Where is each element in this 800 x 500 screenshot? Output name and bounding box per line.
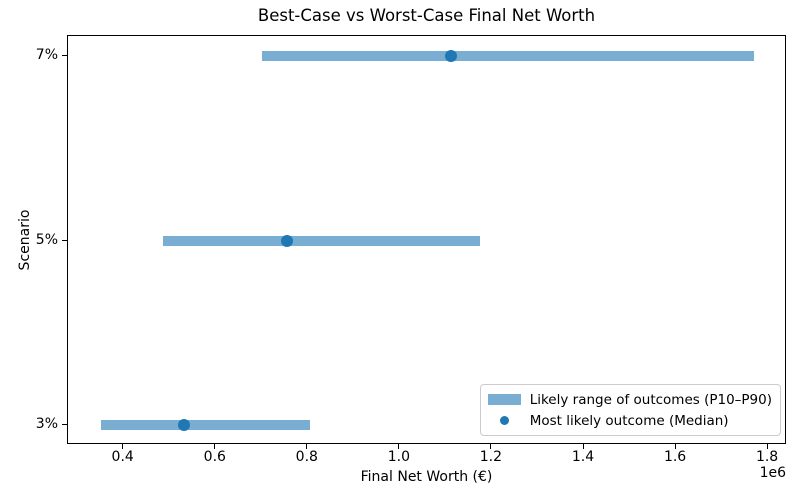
median-dot-5pct bbox=[281, 234, 294, 247]
x-tick-label-1-4: 1.4 bbox=[571, 449, 595, 465]
x-tick-label-1-2: 1.2 bbox=[479, 449, 503, 465]
x-tick-0-4 bbox=[122, 444, 124, 449]
x-tick-label-0-8: 0.8 bbox=[295, 449, 318, 465]
x-tick-label-1-0: 1.0 bbox=[387, 449, 411, 465]
range-bar-7pct bbox=[261, 51, 755, 61]
y-tick-3pct bbox=[62, 424, 67, 425]
y-tick-label-3pct: 3% bbox=[35, 416, 58, 432]
y-tick-label-5pct: 5% bbox=[35, 231, 58, 248]
legend-label-range: Likely range of outcomes (P10–P90) bbox=[529, 391, 772, 408]
x-tick-label-0-4: 0.4 bbox=[111, 449, 134, 465]
y-tick-5pct bbox=[62, 239, 67, 241]
x-tick-label-1-8: 1.8 bbox=[755, 449, 779, 465]
x-tick-label-1-6: 1.6 bbox=[663, 449, 687, 465]
x-tick-1-0 bbox=[398, 444, 400, 449]
y-tick-label-7pct: 7% bbox=[35, 47, 58, 63]
legend-entry-range: Likely range of outcomes (P10–P90) bbox=[487, 390, 772, 409]
x-axis-offset-text: 1e6 bbox=[759, 465, 786, 481]
x-tick-0-8 bbox=[306, 444, 308, 449]
median-dot-3pct bbox=[177, 419, 190, 431]
range-bar-swatch bbox=[487, 394, 521, 405]
x-tick-0-6 bbox=[214, 444, 216, 449]
chart-title: Best-Case vs Worst-Case Final Net Worth bbox=[257, 6, 596, 25]
legend-label-median: Most likely outcome (Median) bbox=[529, 412, 729, 429]
median-dot-swatch bbox=[499, 416, 509, 425]
plot-area: Likely range of outcomes (P10–P90) Most … bbox=[67, 35, 786, 444]
y-tick-7pct bbox=[62, 55, 67, 56]
range-bar-5pct bbox=[162, 235, 481, 246]
x-tick-1-6 bbox=[674, 444, 676, 449]
legend-entry-median: Most likely outcome (Median) bbox=[488, 411, 772, 430]
legend-range-swatch-box bbox=[487, 394, 521, 405]
x-axis-label: Final Net Worth (€) bbox=[360, 469, 493, 485]
x-tick-1-4 bbox=[582, 444, 584, 449]
x-tick-1-2 bbox=[490, 444, 492, 449]
x-tick-label-0-6: 0.6 bbox=[203, 449, 226, 465]
x-tick-1-8 bbox=[766, 444, 768, 449]
range-bar-3pct bbox=[100, 420, 311, 430]
legend-median-swatch-box bbox=[488, 416, 521, 425]
legend: Likely range of outcomes (P10–P90) Most … bbox=[479, 384, 781, 436]
median-dot-7pct bbox=[444, 50, 457, 62]
